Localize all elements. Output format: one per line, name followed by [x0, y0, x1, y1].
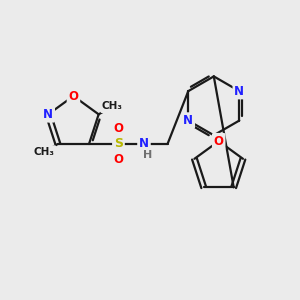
- Text: CH₃: CH₃: [34, 147, 55, 157]
- Text: O: O: [68, 89, 78, 103]
- Text: N: N: [139, 137, 149, 151]
- Text: O: O: [113, 153, 124, 166]
- Text: CH₃: CH₃: [102, 101, 123, 112]
- Text: O: O: [214, 135, 224, 148]
- Text: O: O: [113, 122, 124, 135]
- Text: N: N: [183, 114, 193, 127]
- Text: H: H: [143, 150, 152, 160]
- Text: N: N: [234, 85, 244, 98]
- Text: N: N: [43, 108, 53, 121]
- Text: S: S: [114, 137, 123, 151]
